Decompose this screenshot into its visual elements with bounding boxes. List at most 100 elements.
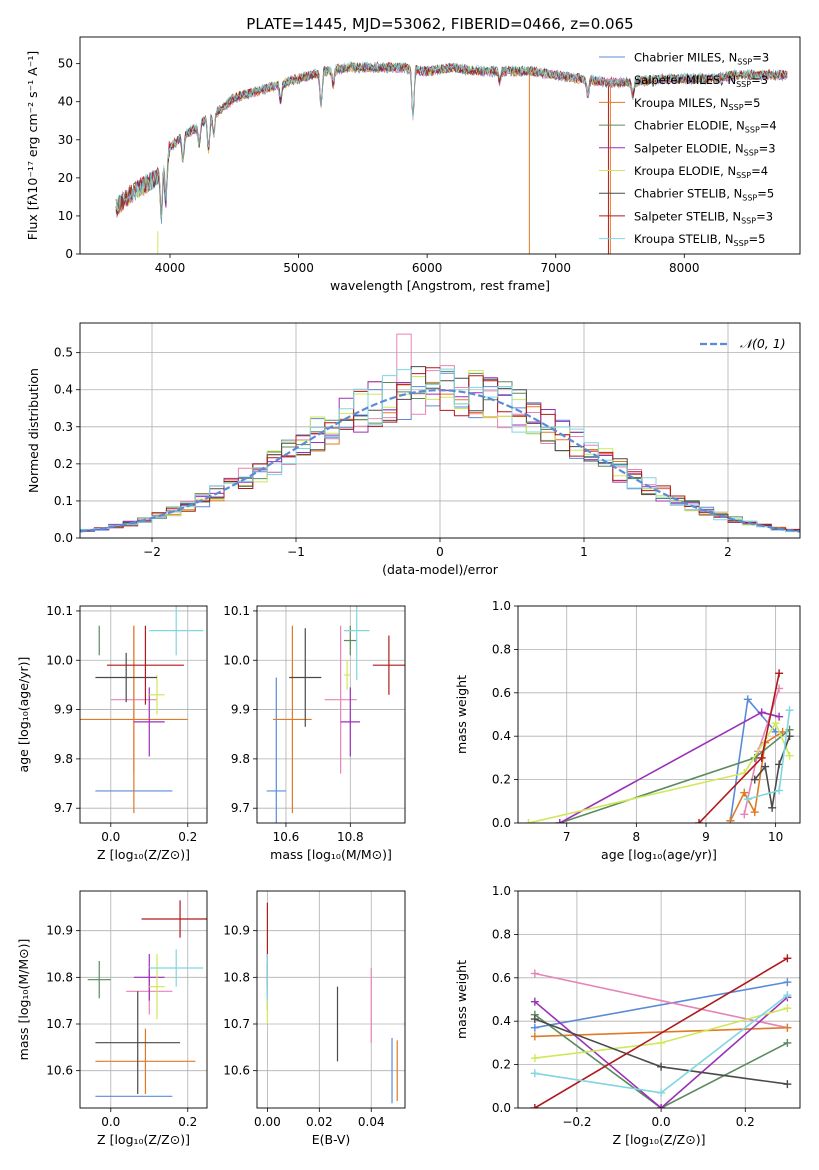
plot-area: [80, 606, 204, 814]
weight-line-kroupa_elodie: [528, 721, 791, 823]
y-tick-label: 1.0: [492, 599, 511, 613]
y-axis-label: Normed distribution: [26, 368, 41, 493]
legend-label-kroupa_elodie: Kroupa ELODIE, NSSP=4: [634, 164, 768, 180]
legend-label-salpeter_elodie: Salpeter ELODIE, NSSP=3: [634, 141, 776, 157]
page-title: PLATE=1445, MJD=53062, FIBERID=0466, z=0…: [246, 15, 633, 33]
y-tick-label: 9.8: [54, 752, 73, 766]
x-tick-label: 0.2: [178, 1115, 197, 1129]
x-tick-label: 0.0: [101, 830, 120, 844]
axes-frame: [79, 890, 208, 1109]
y-tick-label: 10.0: [46, 653, 73, 667]
legend-label-chabrier_elodie: Chabrier ELODIE, NSSP=4: [634, 119, 777, 135]
y-tick-label: 10: [58, 209, 73, 223]
y-tick-label: 0.1: [54, 494, 73, 508]
weight-line-salpeter_stelib: [534, 957, 788, 1108]
weight-line-chabrier_elodie: [534, 1014, 788, 1108]
x-tick-label: 8: [633, 830, 641, 844]
legend-label-kroupa_miles: Kroupa MILES, NSSP=5: [634, 96, 760, 112]
x-tick-label: 0.00: [254, 1115, 281, 1129]
legend-label-sub: SSP: [736, 171, 751, 180]
y-axis-label: mass weight: [454, 675, 469, 754]
legend-label-sub: SSP: [729, 103, 744, 112]
x-tick-label: 0: [436, 545, 444, 559]
y-tick-label: 30: [58, 133, 73, 147]
axes-frame: [517, 890, 801, 1109]
y-tick-label: 0.2: [54, 457, 73, 471]
y-tick-label: 10.1: [223, 604, 250, 618]
panel-mass_vs_ebv: 0.00 0.02 0.04 10.6 10.7 10.8 10.9 E(B-V): [223, 890, 406, 1147]
weight-line-chabrier_miles: [534, 981, 788, 1029]
legend-label-tail: =5: [744, 96, 761, 110]
x-tick-label: 1: [580, 545, 588, 559]
panel-spectrum: 4000 5000 6000 7000 8000 0 10 20 30 40 50 wavelengt…: [25, 36, 801, 293]
panel-weight_vs_Z: −0.2 0.0 0.2 0.0 0.2 0.4 0.6 0.8 1.0 Z [log₁₀(Z/Z…: [454, 884, 801, 1147]
y-tick-label: 9.9: [54, 703, 73, 717]
plot-area: [530, 954, 792, 1108]
x-tick-label: 10.6: [273, 830, 300, 844]
x-tick-label: −0.2: [562, 1115, 591, 1129]
y-tick-label: 0.0: [492, 816, 511, 830]
y-tick-label: 10.0: [223, 653, 250, 667]
x-axis-label: age [log₁₀(age/yr)]: [601, 847, 717, 862]
y-tick-label: 9.9: [231, 703, 250, 717]
x-tick-label: 10.8: [337, 830, 364, 844]
x-tick-label: 9: [702, 830, 710, 844]
legend-label-sub: SSP: [744, 148, 759, 157]
legend-label-tail: =3: [752, 51, 769, 65]
y-tick-label: 0.4: [54, 383, 73, 397]
y-axis-label: Flux [fλ10⁻¹⁷ erg cm⁻² s⁻¹ A⁻¹]: [25, 51, 40, 240]
x-axis-label: (data-model)/error: [382, 562, 499, 577]
y-tick-label: 0.0: [492, 1101, 511, 1115]
x-tick-label: 7000: [540, 261, 571, 275]
legend-label-tail: =3: [751, 73, 768, 87]
legend-label-sub: SSP: [737, 58, 752, 67]
y-tick-label: 0.4: [492, 1014, 511, 1028]
x-tick-label: 7: [563, 830, 571, 844]
x-axis-label: wavelength [Angstrom, rest frame]: [330, 278, 550, 293]
plot-area: [266, 902, 398, 1104]
y-tick-label: 0.6: [492, 971, 511, 985]
y-axis-label: mass [log₁₀(M/M⊙)]: [16, 939, 31, 1061]
y-tick-label: 10.6: [223, 1064, 250, 1078]
histogram-kroupa_stelib: [80, 368, 800, 533]
y-axis-label: mass weight: [454, 960, 469, 1039]
x-axis-label: E(B-V): [312, 1132, 351, 1147]
y-tick-label: 0.2: [492, 773, 511, 787]
plot-area: [115, 60, 788, 254]
legend-label-tail: =4: [760, 119, 777, 133]
axes-frame: [256, 890, 406, 1109]
y-tick-label: 10.6: [46, 1064, 73, 1078]
x-tick-label: 6000: [412, 261, 443, 275]
y-tick-label: 50: [58, 57, 73, 71]
axes-frame: [79, 605, 208, 824]
legend: Chabrier MILES, NSSP=3 Salpeter MILES, NS…: [599, 51, 777, 248]
x-tick-label: 4000: [155, 261, 186, 275]
x-tick-label: 0.04: [358, 1115, 385, 1129]
y-tick-label: 0.5: [54, 346, 73, 360]
y-tick-label: 10.1: [46, 604, 73, 618]
legend-label-sub: SSP: [734, 239, 749, 248]
panel-weight_vs_age: 7 8 9 10 0.0 0.2 0.4 0.6 0.8 1.0 age [log₁₀(age/yr…: [454, 599, 801, 862]
x-axis-label: Z [log₁₀(Z/Z⊙)]: [97, 1132, 190, 1147]
y-tick-label: 10.9: [223, 924, 250, 938]
x-tick-label: 10: [768, 830, 783, 844]
plot-area: [80, 333, 800, 533]
axes-frame: [517, 605, 801, 824]
axes-frame: [256, 605, 406, 824]
legend-label-sub: SSP: [736, 80, 751, 89]
legend-label-chabrier_stelib: Chabrier STELIB, NSSP=5: [634, 187, 774, 203]
spectrum-line-salpeter_stelib: [115, 61, 788, 215]
x-tick-label: −1: [287, 545, 305, 559]
normal-curve: [80, 388, 800, 533]
legend-label-tail: =4: [751, 164, 768, 178]
y-tick-label: 10.8: [46, 970, 73, 984]
y-tick-label: 10.7: [46, 1017, 73, 1031]
y-tick-label: 10.8: [223, 970, 250, 984]
x-tick-label: 0.02: [306, 1115, 333, 1129]
y-tick-label: 0.3: [54, 420, 73, 434]
x-tick-label: 0.2: [736, 1115, 755, 1129]
plot-area: [524, 669, 794, 823]
legend-label-tail: =5: [749, 232, 766, 246]
y-tick-label: 0.8: [492, 642, 511, 656]
